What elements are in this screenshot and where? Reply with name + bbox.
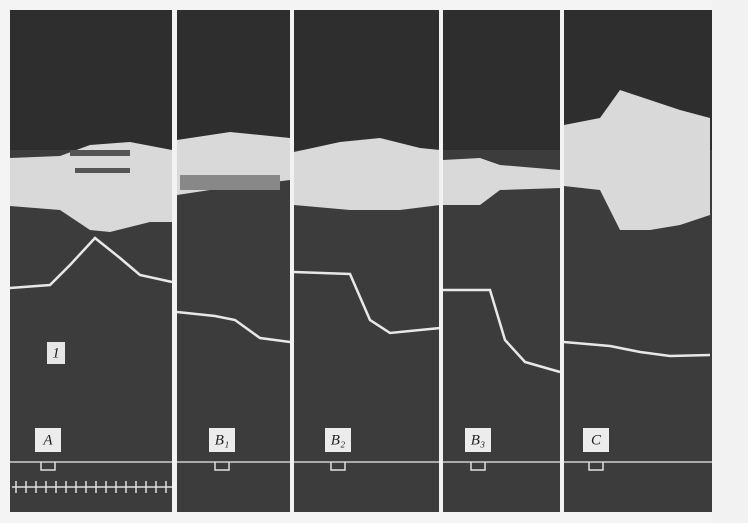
texture <box>70 150 130 156</box>
panel-label: C <box>591 432 602 448</box>
texture <box>180 175 280 190</box>
margin <box>712 0 748 523</box>
panel-label: B₂ <box>331 432 345 448</box>
panel-label: B₁ <box>215 432 229 448</box>
separator <box>172 10 177 512</box>
marker-label: 1 <box>52 345 60 361</box>
panel-label: B₃ <box>471 432 485 448</box>
separator <box>439 10 443 512</box>
figure: 1 A B₁ B₂ B₃ C <box>0 0 748 523</box>
texture <box>75 168 130 173</box>
panel-label: A <box>42 432 53 448</box>
separator <box>560 10 564 512</box>
separator <box>290 10 294 512</box>
band-b2 <box>294 138 440 210</box>
